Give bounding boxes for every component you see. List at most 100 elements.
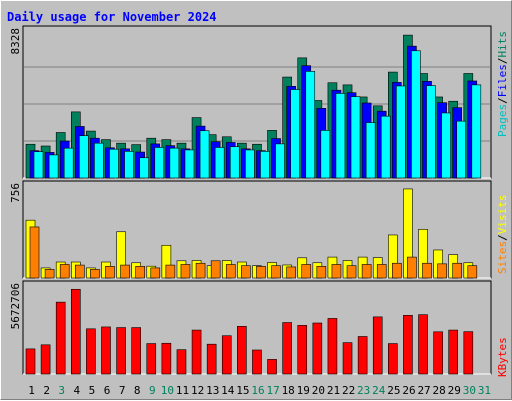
pages-bar: [335, 93, 346, 179]
x-tick-label: 20: [312, 384, 325, 397]
bottom-legend-text: KBytes: [496, 337, 509, 377]
sites-bar: [407, 256, 417, 279]
x-tick-label: 3: [58, 384, 65, 397]
x-tick-label: 13: [206, 384, 219, 397]
x-tick-label: 27: [417, 384, 430, 397]
kbytes-bar: [297, 325, 308, 375]
kbytes-bar: [237, 326, 247, 375]
kbytes-panel: [22, 280, 492, 375]
x-tick-label: 25: [387, 384, 400, 397]
pages-bar: [199, 130, 210, 179]
y-axis-max-labels: 8328 756 5672706: [9, 28, 22, 329]
x-tick-label: 1: [28, 384, 35, 397]
x-tick-label: 11: [176, 384, 189, 397]
x-tick-label: 7: [119, 384, 126, 397]
x-tick-label: 2: [43, 384, 50, 397]
kbytes-bar: [116, 327, 126, 375]
bottom-legend: KBytes: [496, 337, 509, 377]
x-tick-label: 17: [266, 384, 279, 397]
pages-bar: [184, 149, 195, 179]
middle-legend: Sites/Visits: [496, 195, 509, 275]
x-tick-label: 19: [297, 384, 310, 397]
kbytes-bar: [388, 343, 398, 375]
x-tick-label: 12: [191, 384, 204, 397]
x-tick-label: 10: [161, 384, 174, 397]
x-tick-label: 31: [478, 384, 491, 397]
sites-bar: [241, 265, 251, 279]
x-tick-label: 8: [134, 384, 141, 397]
kbytes-bar: [86, 328, 96, 375]
sites-bar: [256, 266, 266, 279]
kbytes-bar: [403, 315, 413, 375]
pages-bar: [109, 148, 119, 179]
sites-bar: [331, 264, 342, 279]
pages-bar: [441, 112, 451, 179]
kbytes-bar: [161, 342, 172, 375]
pages-bar: [214, 147, 225, 179]
pages-bar: [396, 85, 406, 179]
pages-bar: [380, 115, 391, 179]
sites-bar: [271, 265, 281, 279]
x-tick-label: 4: [74, 384, 81, 397]
x-tick-label: 16: [251, 384, 264, 397]
kbytes-bar: [25, 348, 36, 375]
pages-bar: [426, 85, 436, 179]
pages-bar: [78, 135, 89, 179]
pages-bar: [229, 146, 240, 179]
top-legend: Pages/Files/Hits: [496, 31, 509, 137]
kbytes-bar: [418, 314, 428, 375]
kbytes-bar: [101, 326, 111, 375]
sites-bar: [165, 264, 176, 279]
sites-bar: [120, 264, 130, 279]
pages-bar: [471, 84, 482, 179]
kbytes-bar: [40, 344, 51, 375]
x-tick-label: 22: [342, 384, 355, 397]
sites-bar: [286, 266, 296, 279]
pages-bar: [305, 71, 316, 179]
chart-title: Daily usage for November 2024: [7, 10, 217, 24]
x-tick-label: 5: [89, 384, 96, 397]
kbytes-bar: [131, 327, 141, 375]
kbytes-bar: [55, 301, 66, 375]
pages-bar: [245, 149, 255, 179]
x-tick-label: 28: [433, 384, 446, 397]
chart-panels: [22, 25, 492, 375]
kbytes-bar: [267, 359, 277, 375]
pages-bar: [63, 147, 74, 179]
sites-bar: [225, 264, 236, 279]
pages-bar: [411, 50, 421, 179]
kbytes-bar: [433, 331, 443, 375]
x-tick-label: 18: [282, 384, 295, 397]
pages-bar: [33, 151, 44, 179]
sites-bar: [150, 267, 161, 279]
legend-separator: /: [496, 58, 509, 65]
sites-bar: [316, 266, 327, 279]
sites-bar: [392, 262, 402, 279]
kbytes-bar: [70, 288, 81, 375]
sites-bar: [29, 226, 40, 279]
kbytes-bar: [252, 349, 262, 375]
visits-sites-panel: [22, 180, 492, 279]
pages-bar: [48, 154, 59, 179]
kbytes-bar: [206, 343, 217, 375]
pages-bar: [350, 96, 361, 179]
kbytes-ymax-label: 5672706: [9, 283, 22, 329]
pages-bar: [275, 143, 285, 179]
sites-bar: [59, 264, 70, 279]
x-tick-label: 30: [463, 384, 476, 397]
pages-bar: [169, 147, 180, 179]
kbytes-bar: [312, 322, 323, 375]
sites-bar: [90, 269, 100, 279]
sites-bar: [195, 262, 206, 279]
hits-files-pages-panel: [22, 25, 492, 179]
x-tick-label: 6: [104, 384, 111, 397]
legend-item-hits: Hits: [496, 31, 509, 58]
legend-item-pages: Pages: [496, 104, 509, 137]
sites-bar: [301, 264, 312, 279]
legend-separator: /: [496, 234, 509, 241]
kbytes-bar: [357, 336, 368, 375]
kbytes-bar: [327, 318, 338, 375]
x-tick-label: 21: [327, 384, 340, 397]
